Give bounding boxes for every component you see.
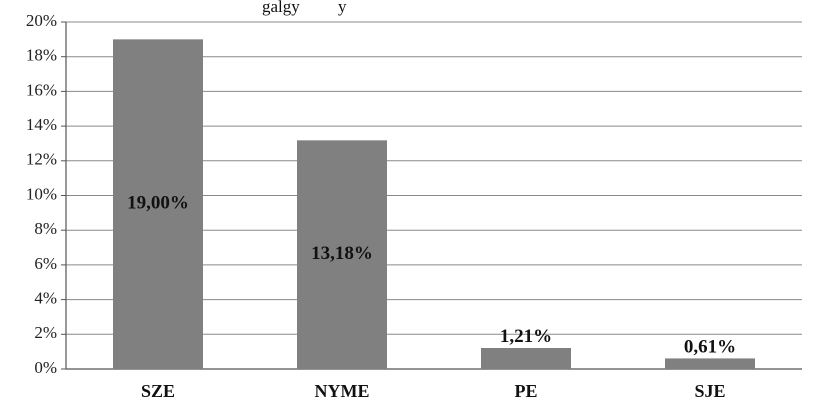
data-labels: 19,00% 13,18% 1,21% 0,61% [127, 193, 736, 358]
y-tick-label: 2% [34, 323, 57, 342]
y-tick-label: 8% [34, 219, 57, 238]
y-tick-label: 20% [26, 11, 57, 30]
y-tick-label: 6% [34, 254, 57, 273]
y-tick-label: 10% [26, 184, 57, 203]
x-axis: SZE NYME PE SJE [141, 381, 726, 401]
data-label-sje: 0,61% [684, 336, 736, 357]
y-tick-label: 4% [34, 289, 57, 308]
x-tick-label: NYME [315, 381, 370, 401]
y-tick-label: 16% [26, 80, 57, 99]
x-tick-label: PE [514, 381, 537, 401]
y-axis: 0% 2% 4% 6% 8% 10% 12% 14% 16% 18% 20% [26, 11, 67, 377]
data-label-sze: 19,00% [127, 193, 189, 214]
bars [113, 39, 755, 369]
y-tick-label: 12% [26, 150, 57, 169]
bar-sje [665, 358, 755, 369]
bar-sze [113, 39, 203, 369]
y-tick-label: 18% [26, 46, 57, 65]
bar-nyme [297, 140, 387, 369]
y-tick-label: 0% [34, 358, 57, 377]
x-tick-label: SJE [694, 381, 725, 401]
data-label-nyme: 13,18% [311, 243, 373, 264]
y-tick-label: 14% [26, 115, 57, 134]
chart-title-fragment: galgy y [262, 0, 347, 16]
bar-pe [481, 348, 571, 369]
x-tick-label: SZE [141, 381, 175, 401]
data-label-pe: 1,21% [500, 326, 552, 347]
